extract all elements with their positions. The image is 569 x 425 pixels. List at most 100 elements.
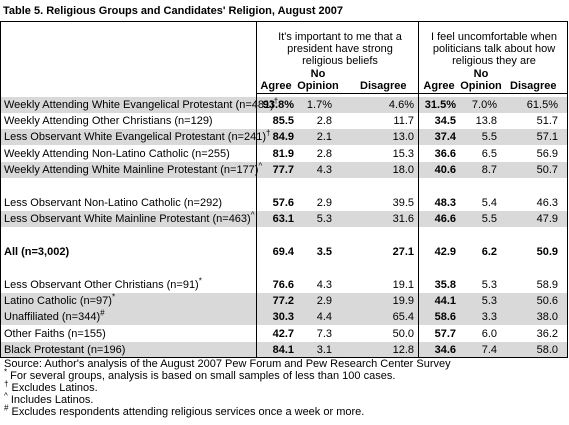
row-label-text: Latino Catholic (n=97) (4, 295, 112, 307)
row-label-text: Weekly Attending White Mainline Protesta… (4, 164, 259, 176)
cell: 4.3 (316, 279, 332, 291)
cell: 40.6 (434, 164, 456, 176)
cell: 7.3 (316, 328, 332, 340)
cell: 77.7 (272, 164, 294, 176)
cell: 2.8 (316, 115, 332, 127)
footnote-text: Source: Author's analysis of the August … (4, 358, 451, 370)
column-header: Disagree (360, 80, 407, 92)
cell: 63.1 (272, 213, 294, 225)
row-label: Black Protestant (n=196) (4, 344, 125, 356)
cell: 36.2 (536, 328, 558, 340)
cell: 13.0 (392, 131, 414, 143)
row-label: Weekly Attending Other Christians (n=129… (4, 115, 213, 127)
cell: 6.0 (481, 328, 497, 340)
footnote-text: Excludes respondents attending religious… (8, 406, 365, 418)
cell: 84.9 (272, 131, 294, 143)
cell: 8.7 (481, 164, 497, 176)
cell: 19.9 (392, 295, 414, 307)
column-header: Agree (260, 80, 292, 92)
cell: 2.8 (316, 148, 332, 160)
row-shade (1, 309, 567, 325)
row-label: Other Faiths (n=155) (4, 328, 106, 340)
footnote-text: Excludes Latinos. (8, 382, 98, 394)
rule (0, 21, 1, 357)
row-label-text: Unaffiliated (n=344) (4, 311, 101, 323)
cell: 57.6 (272, 197, 294, 209)
footnote: * For several groups, analysis is based … (4, 367, 395, 382)
row-shade (1, 129, 567, 145)
cell: 36.6 (434, 148, 456, 160)
footnote: ^ Includes Latinos. (4, 391, 93, 406)
cell: 3.3 (481, 311, 497, 323)
cell: 11.7 (393, 115, 414, 127)
footnote-mark: ^ (258, 161, 263, 171)
row-label: Less Observant Other Christians (n=91)* (4, 277, 202, 291)
row-label: Weekly Attending White Evangelical Prote… (4, 96, 279, 111)
row-label-text: Other Faiths (n=155) (4, 328, 106, 340)
cell: 3.5 (316, 246, 332, 258)
rule (0, 21, 568, 22)
row-label: Less Observant White Mainline Protestant… (4, 211, 254, 225)
cell: 61.5% (526, 99, 558, 111)
column-header: No Opinion (297, 68, 339, 92)
cell: 19.1 (392, 279, 414, 291)
cell: 3.1 (316, 344, 332, 356)
cell: 35.8 (434, 279, 456, 291)
cell: 76.6 (272, 279, 294, 291)
row-shade (1, 211, 567, 227)
rule (418, 21, 419, 357)
cell: 2.9 (316, 295, 332, 307)
footnote: Source: Author's analysis of the August … (4, 358, 451, 370)
footnote-mark: * (4, 367, 8, 377)
cell: 27.1 (392, 246, 414, 258)
cell: 5.3 (481, 295, 497, 307)
row-label-text: Black Protestant (n=196) (4, 344, 126, 356)
row-label: Weekly Attending White Mainline Protesta… (4, 161, 263, 176)
cell: 50.0 (392, 328, 414, 340)
cell: 84.1 (272, 344, 294, 356)
cell: 39.5 (392, 197, 414, 209)
cell: 56.9 (536, 148, 558, 160)
rule (567, 21, 568, 357)
cell: 42.9 (434, 246, 456, 258)
cell: 7.4 (481, 344, 497, 356)
row-shade (1, 162, 567, 178)
cell: 85.5 (272, 115, 294, 127)
cell: 4.4 (316, 311, 332, 323)
cell: 34.5 (434, 115, 456, 127)
cell: 69.4 (272, 246, 294, 258)
cell: 38.0 (536, 311, 558, 323)
cell: 50.7 (536, 164, 558, 176)
cell: 7.0% (471, 99, 497, 111)
row-label-text: Less Observant Other Christians (n=91) (4, 279, 199, 291)
row-label-text: Weekly Attending White Evangelical Prote… (4, 99, 274, 111)
cell: 30.3 (272, 311, 294, 323)
cell: 5.3 (316, 213, 332, 225)
cell: 46.6 (434, 213, 456, 225)
column-header: No Opinion (460, 68, 502, 92)
cell: 58.6 (434, 311, 456, 323)
cell: 50.6 (536, 295, 558, 307)
footnote: † Excludes Latinos. (4, 380, 98, 394)
footnote-mark: # (100, 308, 105, 318)
cell: 65.4 (392, 311, 414, 323)
row-label-text: Weekly Attending Non-Latino Catholic (n=… (4, 148, 230, 160)
cell: 77.2 (272, 295, 294, 307)
footnote-mark: † (273, 96, 279, 106)
row-label: Latino Catholic (n=97)* (4, 293, 115, 307)
footnote-mark: # (4, 403, 9, 413)
row-label-text: Less Observant White Evangelical Protest… (4, 131, 266, 143)
cell: 6.2 (481, 246, 497, 258)
cell: 57.1 (536, 131, 558, 143)
cell: 57.7 (434, 328, 456, 340)
cell: 2.9 (316, 197, 332, 209)
rule (0, 357, 568, 358)
cell: 34.6 (434, 344, 456, 356)
footnote-mark: ^ (4, 391, 8, 401)
cell: 50.9 (536, 246, 558, 258)
footnote-mark: † (266, 128, 271, 138)
row-label: Weekly Attending Non-Latino Catholic (n=… (4, 148, 230, 160)
cell: 51.7 (536, 115, 558, 127)
cell: 58.0 (536, 344, 558, 356)
